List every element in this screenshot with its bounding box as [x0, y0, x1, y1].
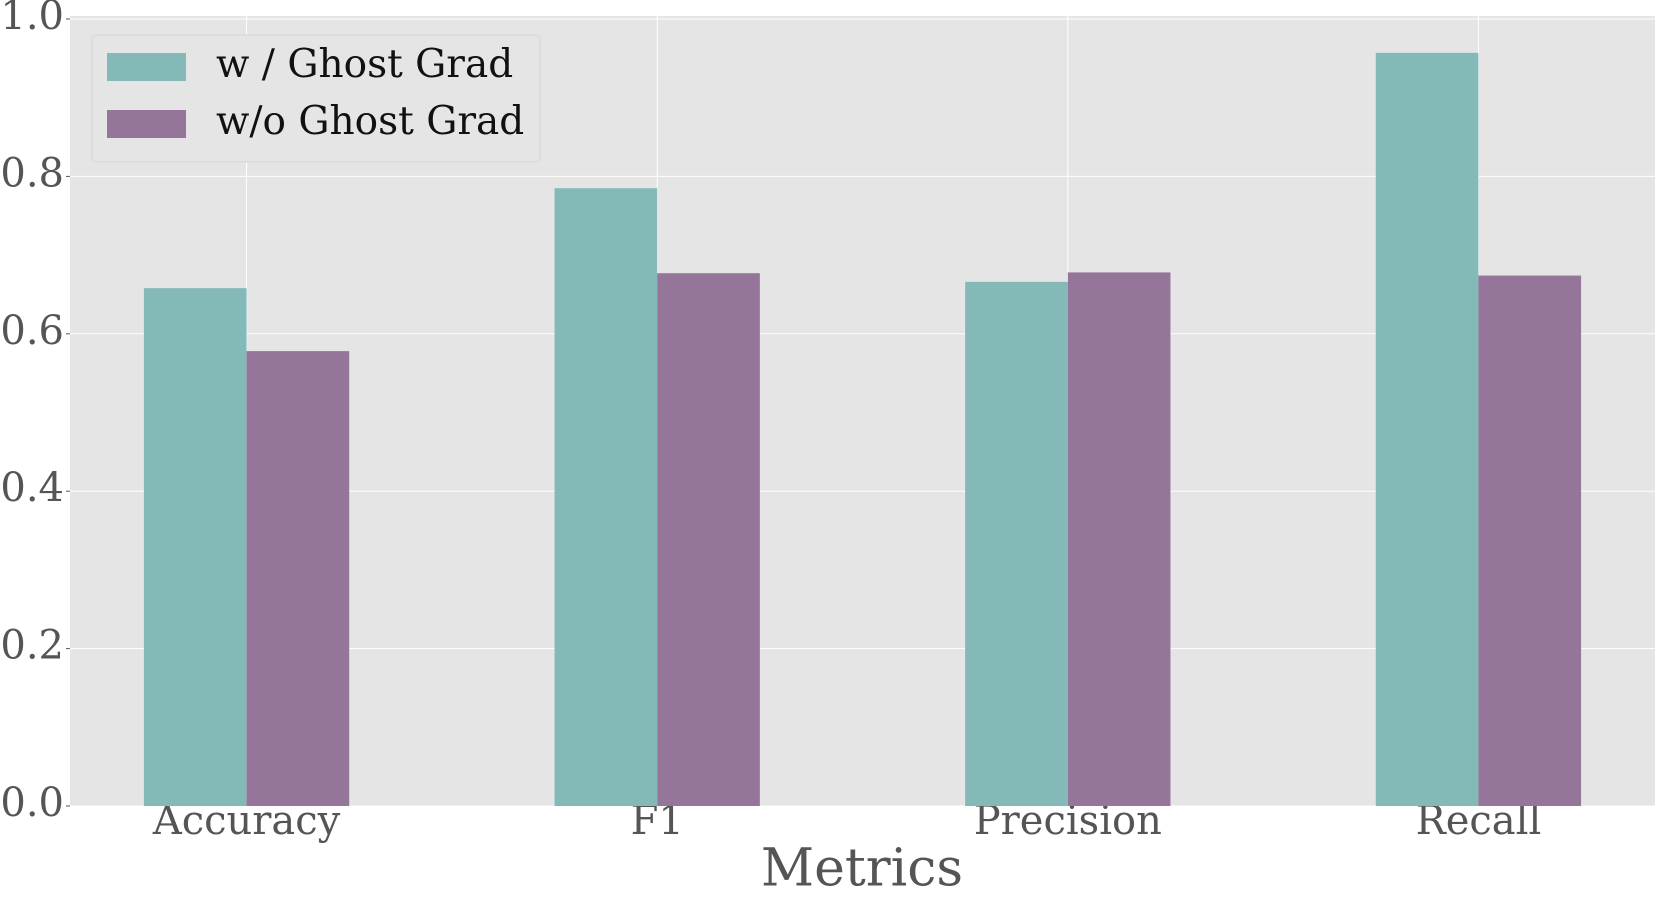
y-tick-label: 0.0: [0, 780, 64, 826]
legend-label: w / Ghost Grad: [216, 42, 513, 87]
legend-label: w/o Ghost Grad: [216, 99, 524, 144]
legend-box: [91, 34, 541, 163]
bar: [657, 273, 760, 806]
y-tick-label: 0.8: [0, 150, 64, 196]
y-tick-label: 0.6: [0, 308, 64, 354]
y-tick-label: 0.2: [0, 623, 64, 669]
legend-swatch: [107, 53, 186, 81]
bar: [965, 281, 1068, 806]
bar: [246, 351, 350, 806]
bar: [1375, 52, 1479, 806]
x-axis-label: Metrics: [761, 839, 963, 899]
bar: [1478, 275, 1582, 806]
bar: [143, 288, 247, 806]
y-tick-label: 0.4: [0, 465, 64, 511]
legend-swatch: [107, 110, 186, 138]
bar: [554, 188, 658, 806]
y-tick-label: 1.0: [0, 0, 64, 39]
bar: [1067, 272, 1171, 806]
